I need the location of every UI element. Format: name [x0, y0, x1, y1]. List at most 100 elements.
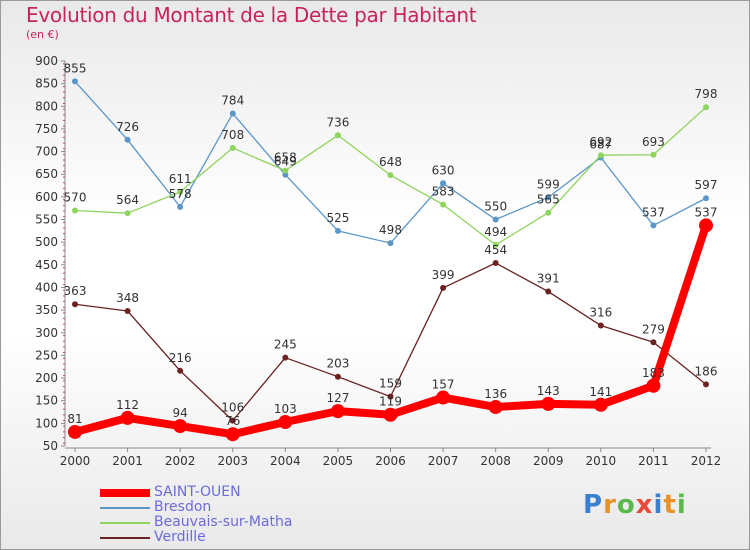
- x-tick-label: 2011: [638, 454, 669, 468]
- data-label: 363: [64, 284, 87, 298]
- data-point: [72, 301, 78, 308]
- data-point: [387, 393, 394, 400]
- y-tick-label: 800: [35, 99, 58, 113]
- data-point: [650, 151, 657, 158]
- legend-item: Bresdon: [100, 499, 360, 515]
- data-point: [703, 195, 709, 202]
- data-point: [387, 240, 394, 247]
- y-tick-label: 200: [35, 371, 58, 385]
- x-tick-label: 2001: [112, 454, 143, 468]
- data-label: 279: [642, 322, 665, 336]
- data-point: [177, 188, 184, 195]
- data-label: 648: [379, 155, 402, 169]
- chart-title: Evolution du Montant de la Dette par Hab…: [26, 3, 477, 27]
- data-point: [282, 167, 289, 174]
- data-point: [597, 322, 604, 329]
- y-tick-label: 50: [43, 439, 58, 453]
- data-point: [703, 381, 709, 388]
- x-tick-label: 2006: [375, 454, 406, 468]
- legend-swatch: [100, 507, 150, 509]
- data-point: [545, 194, 552, 201]
- data-label: 183: [642, 366, 665, 380]
- data-label: 537: [642, 205, 665, 219]
- x-tick-label: 2000: [60, 454, 91, 468]
- data-label: 537: [695, 205, 718, 219]
- y-tick-label: 750: [35, 122, 58, 136]
- data-label: 583: [432, 185, 455, 199]
- data-label: 687: [589, 137, 612, 151]
- data-label: 159: [379, 377, 402, 391]
- data-point: [593, 397, 608, 412]
- y-tick-label: 150: [35, 394, 58, 408]
- legend-item: Verdille: [100, 529, 360, 545]
- data-point: [492, 260, 499, 267]
- y-tick-label: 100: [35, 416, 58, 430]
- data-point: [650, 222, 657, 229]
- data-point: [436, 390, 451, 405]
- data-label: 597: [695, 178, 718, 192]
- data-point: [703, 104, 709, 111]
- x-tick-label: 2012: [691, 454, 722, 468]
- x-tick-label: 2005: [323, 454, 354, 468]
- data-label: 693: [642, 135, 665, 149]
- data-label: 498: [379, 223, 402, 237]
- proxiti-logo: Proxiti: [583, 490, 687, 520]
- data-point: [545, 288, 552, 295]
- data-label: 143: [537, 384, 560, 398]
- data-label: 564: [116, 193, 139, 207]
- data-label: 157: [432, 378, 455, 392]
- data-point: [440, 180, 447, 187]
- data-point: [492, 241, 499, 248]
- data-label: 399: [432, 268, 455, 282]
- data-point: [334, 132, 341, 139]
- data-point: [492, 216, 499, 223]
- data-label: 119: [379, 395, 402, 409]
- x-tick-label: 2004: [270, 454, 301, 468]
- data-label: 736: [326, 115, 349, 129]
- data-point: [699, 218, 713, 233]
- data-point: [650, 339, 657, 346]
- data-point: [177, 367, 184, 374]
- data-point: [282, 354, 289, 361]
- data-point: [229, 144, 236, 151]
- data-label: 798: [695, 87, 718, 101]
- data-point: [545, 209, 552, 216]
- data-point: [387, 172, 394, 179]
- y-tick-label: 400: [35, 280, 58, 294]
- data-point: [334, 227, 341, 234]
- x-tick-label: 2009: [533, 454, 564, 468]
- data-label: 494: [484, 225, 507, 239]
- data-label: 599: [537, 177, 560, 191]
- data-label: 81: [67, 412, 82, 426]
- data-point: [124, 308, 131, 315]
- data-label: 94: [173, 406, 188, 420]
- y-tick-label: 300: [35, 326, 58, 340]
- data-label: 658: [274, 151, 297, 165]
- data-label: 611: [169, 172, 192, 186]
- data-point: [278, 414, 293, 429]
- x-tick-label: 2003: [217, 454, 248, 468]
- y-tick-label: 900: [35, 54, 58, 68]
- legend-swatch: [100, 489, 150, 497]
- data-label: 454: [484, 243, 507, 257]
- data-point: [334, 373, 341, 380]
- legend-swatch: [100, 537, 150, 539]
- data-point: [440, 284, 447, 291]
- legend-swatch: [100, 522, 150, 524]
- data-label: 203: [326, 357, 349, 371]
- y-tick-label: 850: [35, 77, 58, 91]
- data-label: 136: [484, 387, 507, 401]
- data-label: 391: [537, 272, 560, 286]
- x-tick-label: 2007: [428, 454, 459, 468]
- data-label: 649: [274, 155, 297, 169]
- y-tick-label: 450: [35, 258, 58, 272]
- data-label: 578: [169, 187, 192, 201]
- data-label: 726: [116, 120, 139, 134]
- x-tick-label: 2008: [480, 454, 511, 468]
- y-tick-label: 650: [35, 167, 58, 181]
- y-tick-label: 600: [35, 190, 58, 204]
- data-point: [124, 210, 131, 217]
- data-label: 112: [116, 398, 139, 412]
